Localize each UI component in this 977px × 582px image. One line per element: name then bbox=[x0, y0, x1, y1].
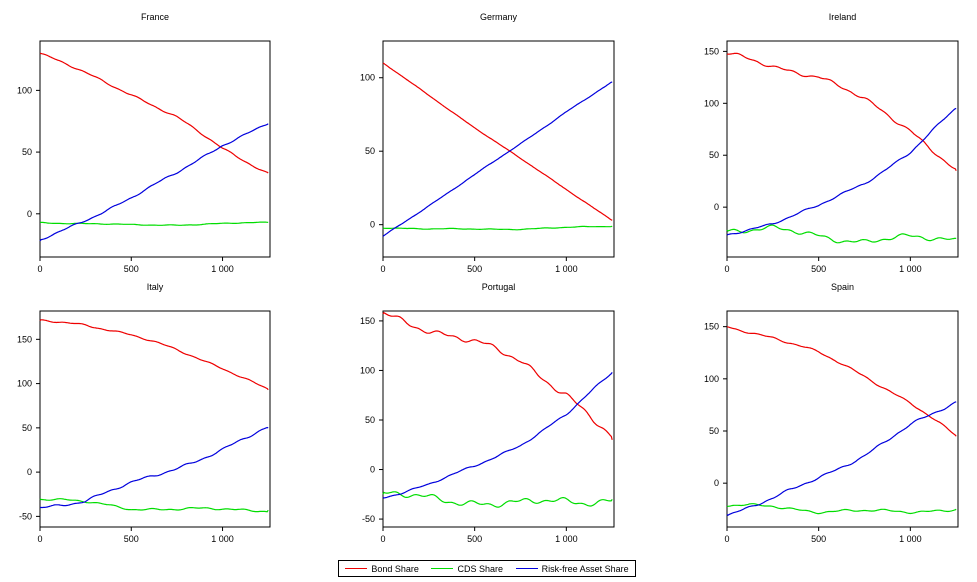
series-line-risk-free-asset-share bbox=[40, 426, 269, 509]
y-tick-label: 100 bbox=[17, 85, 32, 95]
y-tick-label: -50 bbox=[19, 511, 32, 521]
y-tick-label: -50 bbox=[362, 514, 375, 524]
x-tick-label: 0 bbox=[724, 534, 729, 544]
series-line-cds-share bbox=[39, 498, 269, 513]
x-tick-label: 0 bbox=[380, 264, 385, 274]
panel-title: Spain bbox=[831, 282, 854, 292]
legend-item-bond: Bond Share bbox=[345, 564, 419, 574]
legend-item-cds: CDS Share bbox=[431, 564, 503, 574]
series-line-bond-share bbox=[382, 62, 613, 221]
y-tick-label: 150 bbox=[360, 316, 375, 326]
legend-swatch-bond bbox=[345, 568, 368, 569]
series-line-bond-share bbox=[39, 319, 269, 391]
series-line-cds-share bbox=[382, 225, 613, 231]
legend-swatch-cds bbox=[431, 568, 454, 569]
plot-frame bbox=[726, 310, 959, 528]
panel-title: France bbox=[141, 12, 169, 22]
series-line-risk-free-asset-share bbox=[726, 107, 957, 236]
y-tick-label: 0 bbox=[27, 467, 32, 477]
y-tick-label: 50 bbox=[22, 423, 32, 433]
y-tick-label: 0 bbox=[714, 202, 719, 212]
x-tick-label: 500 bbox=[467, 534, 482, 544]
panel-ireland: Ireland 0 500 1 000 0 50 100 150 bbox=[704, 12, 959, 274]
x-tick-label: 1 000 bbox=[899, 264, 922, 274]
x-tick-label: 1 000 bbox=[211, 534, 234, 544]
legend: Bond Share CDS Share Risk-free Asset Sha… bbox=[338, 560, 636, 577]
y-tick-label: 0 bbox=[370, 220, 375, 230]
series-line-risk-free-asset-share bbox=[726, 401, 957, 517]
y-tick-label: 150 bbox=[17, 334, 32, 344]
x-tick-label: 0 bbox=[37, 534, 42, 544]
panel-title: Ireland bbox=[829, 12, 857, 22]
panel-title: Portugal bbox=[482, 282, 516, 292]
legend-swatch-riskfree bbox=[515, 568, 538, 569]
series-line-bond-share bbox=[382, 312, 613, 440]
plot-frame bbox=[39, 310, 271, 528]
series-line-cds-share bbox=[726, 224, 957, 244]
series-line-cds-share bbox=[382, 491, 613, 508]
panel-italy: Italy 0 500 1 000 -50 0 50 100 150 bbox=[17, 282, 271, 544]
y-tick-label: 100 bbox=[360, 365, 375, 375]
x-tick-label: 1 000 bbox=[899, 534, 922, 544]
y-tick-label: 150 bbox=[704, 46, 719, 56]
panel-germany: Germany 0 500 1 000 0 50 100 bbox=[360, 12, 615, 274]
y-tick-label: 0 bbox=[714, 478, 719, 488]
y-tick-label: 100 bbox=[704, 98, 719, 108]
x-tick-label: 1 000 bbox=[555, 264, 578, 274]
x-tick-label: 1 000 bbox=[211, 264, 234, 274]
panel-title: Italy bbox=[147, 282, 164, 292]
plot-frame bbox=[726, 40, 959, 258]
y-tick-label: 50 bbox=[22, 147, 32, 157]
x-tick-label: 500 bbox=[467, 264, 482, 274]
y-tick-label: 0 bbox=[27, 209, 32, 219]
legend-item-riskfree: Risk-free Asset Share bbox=[515, 563, 629, 574]
plot-frame bbox=[382, 40, 615, 258]
y-tick-label: 100 bbox=[360, 73, 375, 83]
legend-label-bond: Bond Share bbox=[371, 563, 419, 574]
plot-frame bbox=[382, 310, 615, 528]
series-line-bond-share bbox=[726, 326, 957, 437]
y-tick-label: 50 bbox=[709, 150, 719, 160]
legend-label-riskfree: Risk-free Asset Share bbox=[541, 563, 629, 574]
panel-title: Germany bbox=[480, 12, 518, 22]
panel-spain: Spain 0 500 1 000 0 50 100 150 bbox=[704, 282, 959, 544]
panel-portugal: Portugal 0 500 1 000 -50 0 50 100 150 bbox=[360, 282, 615, 544]
y-tick-label: 100 bbox=[704, 374, 719, 384]
panel-france: France 0 500 1 000 0 50 100 bbox=[17, 12, 271, 274]
x-tick-label: 500 bbox=[124, 264, 139, 274]
y-tick-label: 50 bbox=[709, 426, 719, 436]
x-tick-label: 1 000 bbox=[555, 534, 578, 544]
x-tick-label: 500 bbox=[124, 534, 139, 544]
y-tick-label: 50 bbox=[365, 415, 375, 425]
legend-label-cds: CDS Share bbox=[457, 563, 504, 574]
series-line-bond-share bbox=[39, 52, 269, 174]
y-tick-label: 100 bbox=[17, 379, 32, 389]
x-tick-label: 0 bbox=[37, 264, 42, 274]
plot-frame bbox=[39, 40, 271, 258]
y-tick-label: 0 bbox=[370, 465, 375, 475]
series-line-bond-share bbox=[726, 52, 957, 172]
series-line-cds-share bbox=[726, 503, 957, 515]
series-line-risk-free-asset-share bbox=[382, 81, 613, 237]
x-tick-label: 500 bbox=[811, 264, 826, 274]
y-tick-label: 50 bbox=[365, 146, 375, 156]
x-tick-label: 500 bbox=[811, 534, 826, 544]
x-tick-label: 0 bbox=[724, 264, 729, 274]
series-line-risk-free-asset-share bbox=[39, 123, 269, 242]
x-tick-label: 0 bbox=[380, 534, 385, 544]
series-line-risk-free-asset-share bbox=[382, 372, 613, 499]
y-tick-label: 150 bbox=[704, 322, 719, 332]
